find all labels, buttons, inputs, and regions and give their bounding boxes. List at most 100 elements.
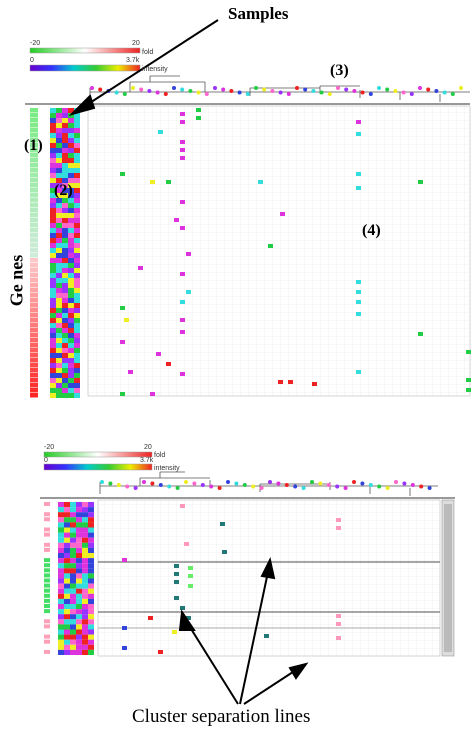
gene-fold-cell	[44, 649, 50, 654]
sample-heat-cell	[50, 118, 56, 123]
expression-mark	[174, 564, 179, 568]
gene-fold-cell	[30, 323, 38, 328]
top-intensity-legend	[29, 64, 141, 72]
bottom-heatmap-panel	[40, 497, 455, 657]
sample-heat-cell	[56, 253, 62, 258]
sample-heat-cell	[62, 393, 68, 398]
gene-fold-cell	[44, 568, 50, 573]
sample-heat-cell	[82, 634, 88, 640]
top-heatmap-panel	[25, 103, 471, 397]
sample-heat-cell	[62, 333, 68, 338]
sample-heat-cell	[74, 218, 80, 223]
sample-heat-cell	[74, 153, 80, 158]
sample-heat-cell	[50, 113, 56, 118]
sample-heat-cell	[76, 517, 82, 523]
sample-heat-cell	[50, 108, 56, 113]
sample-heat-cell	[62, 123, 68, 128]
bottom-sample-heatmap	[58, 502, 94, 655]
sample-heat-cell	[74, 123, 80, 128]
sample-heat-cell	[50, 278, 56, 283]
sample-heat-cell	[62, 138, 68, 143]
sample-heat-cell	[70, 614, 76, 620]
dendrogram-node	[410, 483, 415, 487]
sample-heat-cell	[74, 298, 80, 303]
sample-heat-cell	[82, 629, 88, 635]
gene-fold-cell	[30, 268, 38, 273]
gene-fold-cell	[44, 502, 50, 506]
sample-heat-cell	[64, 537, 70, 543]
sample-heat-cell	[88, 553, 94, 559]
dendrogram-node	[284, 483, 289, 487]
dendrogram-node	[131, 86, 135, 90]
dendrogram-node	[360, 481, 365, 486]
sample-heat-cell	[74, 168, 80, 173]
expression-mark	[418, 180, 423, 184]
sample-heat-cell	[68, 138, 74, 143]
sample-heat-cell	[70, 522, 76, 528]
sample-heat-cell	[56, 233, 62, 238]
sample-heat-cell	[56, 303, 62, 308]
sample-heat-cell	[76, 583, 82, 589]
sample-heat-cell	[62, 183, 68, 188]
top-dendrogram-nodes	[90, 86, 463, 96]
dendrogram-node	[402, 481, 407, 486]
expression-mark	[180, 140, 185, 144]
label-4: (4)	[362, 222, 381, 239]
sample-heat-cell	[62, 278, 68, 283]
sample-heat-cell	[74, 268, 80, 273]
expression-mark	[188, 584, 193, 588]
sample-heat-cell	[56, 263, 62, 268]
sample-heat-cell	[76, 547, 82, 553]
sample-heat-cell	[74, 288, 80, 293]
sample-heat-cell	[62, 348, 68, 353]
dendrogram-node	[125, 484, 130, 489]
sample-heat-cell	[50, 238, 56, 243]
expression-mark	[356, 290, 361, 294]
dendrogram-node	[196, 90, 201, 95]
sample-heat-cell	[56, 288, 62, 293]
sample-heat-cell	[62, 198, 68, 203]
genes-label: Ge nes	[6, 254, 27, 307]
sample-heat-cell	[50, 383, 56, 388]
sample-heat-cell	[82, 598, 88, 604]
sample-heat-cell	[62, 258, 68, 263]
sample-heat-cell	[68, 123, 74, 128]
sample-heat-cell	[70, 507, 76, 513]
sample-heat-cell	[70, 604, 76, 610]
sample-heat-cell	[56, 258, 62, 263]
gene-fold-cell	[30, 303, 38, 308]
sample-heat-cell	[70, 598, 76, 604]
sample-heat-cell	[74, 148, 80, 153]
gene-fold-cell	[30, 118, 38, 123]
sample-heat-cell	[50, 333, 56, 338]
sample-heat-cell	[58, 593, 64, 599]
sample-heat-cell	[68, 333, 74, 338]
dendrogram-node	[114, 90, 119, 95]
gene-fold-cell	[30, 293, 38, 298]
dendrogram-node	[459, 86, 463, 90]
sample-heat-cell	[68, 318, 74, 323]
bottom-fold-min: -20	[44, 444, 55, 451]
sample-heat-cell	[50, 268, 56, 273]
sample-heat-cell	[74, 138, 80, 143]
sample-heat-cell	[64, 588, 70, 594]
top-expression-marks	[120, 108, 471, 396]
expression-mark	[288, 380, 293, 384]
sample-heat-cell	[58, 542, 64, 548]
sample-heat-cell	[62, 388, 68, 393]
dendrogram-node	[116, 483, 121, 487]
sample-heat-cell	[64, 578, 70, 584]
sample-heat-cell	[50, 128, 56, 133]
bottom-scrollbar[interactable]	[441, 499, 455, 657]
sample-heat-cell	[64, 619, 70, 625]
sample-heat-cell	[70, 512, 76, 518]
sample-heat-cell	[82, 604, 88, 610]
dendrogram-node	[142, 480, 146, 484]
expression-mark	[174, 572, 179, 576]
sample-heat-cell	[56, 138, 62, 143]
dendrogram-node	[245, 92, 250, 96]
sample-heat-cell	[62, 383, 68, 388]
sample-heat-cell	[82, 583, 88, 589]
sample-heat-cell	[62, 203, 68, 208]
gene-fold-cell	[30, 213, 38, 218]
